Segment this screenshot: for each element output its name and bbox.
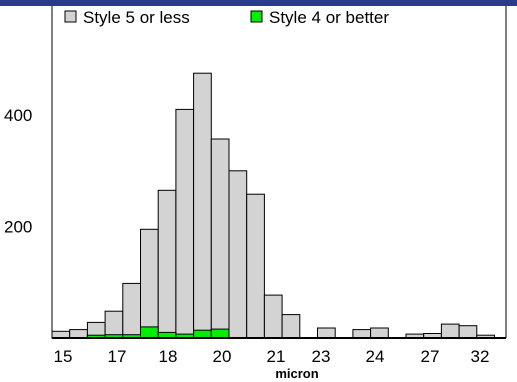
- style-5-or-less-bar-12: [263, 294, 283, 339]
- x-tick-label-24: 24: [366, 347, 385, 366]
- x-tick-label-21: 21: [267, 347, 286, 366]
- style-5-or-less-bar-1: [69, 329, 88, 339]
- y-tick-label-400: 400: [4, 106, 32, 125]
- legend-swatch-style-4-or-better: [250, 10, 263, 23]
- x-tick-label-20: 20: [213, 347, 232, 366]
- style-4-or-better-bar-9: [210, 328, 230, 339]
- top-band: [0, 0, 517, 6]
- style-4-or-better-bar-5: [140, 326, 159, 339]
- style-5-or-less-bar-7: [175, 108, 195, 339]
- style-5-or-less-bar-6: [157, 189, 177, 339]
- style-5-or-less-bar-9: [210, 138, 230, 339]
- style-5-or-less-bar-10: [228, 170, 248, 339]
- style-5-or-less-bar-23: [458, 325, 478, 339]
- style-5-or-less-bar-13: [281, 314, 301, 339]
- style-5-or-less-bar-11: [246, 193, 265, 339]
- style-5-or-less-bar-18: [370, 327, 389, 339]
- style-5-or-less-bar-8: [193, 72, 212, 339]
- x-tick-label-18: 18: [159, 347, 178, 366]
- style-5-or-less-bar-15: [317, 327, 336, 339]
- bars-style-4-or-better: [86, 326, 230, 339]
- x-tick-label-17: 17: [108, 347, 127, 366]
- x-tick-label-32: 32: [471, 347, 490, 366]
- legend-swatch-style-5-or-less: [64, 10, 77, 23]
- style-5-or-less-bar-22: [440, 323, 460, 339]
- x-tick-label-15: 15: [54, 347, 73, 366]
- y-tick-label-200: 200: [4, 218, 32, 237]
- style-5-or-less-bar-0: [51, 330, 71, 339]
- plot-frame: [52, 6, 507, 338]
- x-axis-ticks: 15 17 18 20 21 23 24 27 32: [54, 347, 490, 366]
- y-axis-ticks: 200 400: [4, 106, 32, 237]
- x-tick-label-27: 27: [421, 347, 440, 366]
- style-5-or-less-bar-17: [352, 329, 372, 339]
- style-5-or-less-bar-4: [122, 282, 142, 339]
- style-5-or-less-bar-3: [104, 310, 124, 339]
- legend-label-style-5-or-less: Style 5 or less: [83, 8, 190, 27]
- legend: Style 5 or less Style 4 or better: [64, 8, 389, 27]
- style-4-or-better-bar-8: [193, 329, 212, 339]
- x-axis-title: micron: [275, 366, 318, 381]
- legend-label-style-4-or-better: Style 4 or better: [269, 8, 389, 27]
- x-tick-label-23: 23: [312, 347, 331, 366]
- style-5-or-less-bar-5: [140, 228, 159, 339]
